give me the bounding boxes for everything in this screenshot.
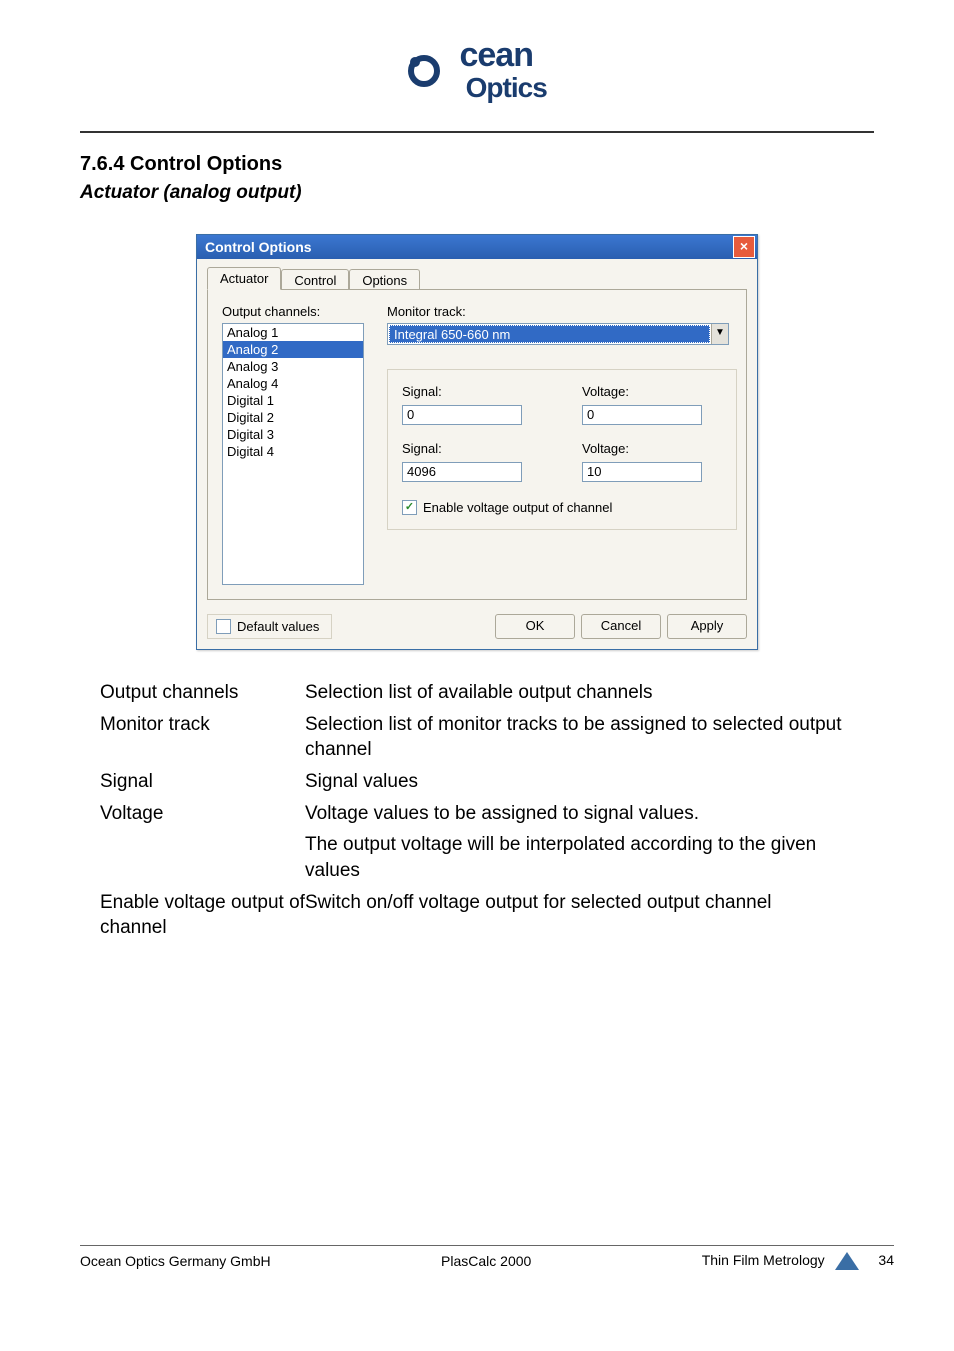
footer-center: PlasCalc 2000 [441,1253,531,1269]
desc-term: Voltage [100,801,305,827]
page-footer: Ocean Optics Germany GmbH PlasCalc 2000 … [80,1245,894,1270]
section-subtitle: Actuator (analog output) [80,182,874,204]
desc-def: Voltage values to be assigned to signal … [305,801,854,827]
brand-logo: cean Optics [80,40,874,101]
desc-def: Selection list of monitor tracks to be a… [305,712,854,763]
footer-right: Thin Film Metrology [702,1252,825,1268]
desc-term [100,832,305,883]
tab-actuator[interactable]: Actuator [207,267,281,290]
list-item[interactable]: Analog 2 [223,341,363,358]
signal1-input[interactable]: 0 [402,405,522,425]
logo-text-bottom: Optics [466,72,547,103]
section-heading: 7.6.4 Control Options [80,153,874,176]
list-item[interactable]: Digital 1 [223,392,363,409]
close-icon[interactable]: × [733,236,755,258]
list-item[interactable]: Digital 3 [223,426,363,443]
default-values-checkbox[interactable] [216,619,231,634]
chevron-down-icon[interactable]: ▼ [711,324,728,344]
signal2-label: Signal: [402,441,522,456]
ok-button[interactable]: OK [495,614,575,639]
list-item[interactable]: Digital 4 [223,443,363,460]
apply-button[interactable]: Apply [667,614,747,639]
desc-def: Switch on/off voltage output for selecte… [305,890,854,941]
list-item[interactable]: Analog 3 [223,358,363,375]
description-table: Output channelsSelection list of availab… [100,680,854,941]
logo-text-top: cean [459,36,533,74]
voltage1-label: Voltage: [582,384,702,399]
desc-def: The output voltage will be interpolated … [305,832,854,883]
list-item[interactable]: Analog 1 [223,324,363,341]
desc-def: Selection list of available output chann… [305,680,854,706]
list-item[interactable]: Analog 4 [223,375,363,392]
enable-voltage-checkbox[interactable]: ✓ [402,500,417,515]
cancel-button[interactable]: Cancel [581,614,661,639]
monitor-track-dropdown[interactable]: Integral 650-660 nm ▼ [387,323,729,345]
control-options-dialog: Control Options × Actuator Control Optio… [196,234,758,650]
footer-left: Ocean Optics Germany GmbH [80,1253,271,1269]
enable-voltage-label: Enable voltage output of channel [423,500,612,515]
signal1-label: Signal: [402,384,522,399]
footer-logo-icon [835,1252,859,1270]
voltage2-label: Voltage: [582,441,702,456]
signal2-input[interactable]: 4096 [402,462,522,482]
desc-term: Enable voltage output of channel [100,890,305,941]
dialog-title: Control Options [205,239,312,255]
desc-term: Output channels [100,680,305,706]
tab-strip: Actuator Control Options [207,267,747,290]
tab-panel-actuator: Output channels: Analog 1Analog 2Analog … [207,289,747,600]
desc-def: Signal values [305,769,854,795]
voltage2-input[interactable]: 10 [582,462,702,482]
default-values-group: Default values [207,614,332,639]
signal-voltage-group: Signal: Voltage: 0 0 Signal: Voltage: [387,369,737,530]
divider [80,131,874,133]
desc-term: Monitor track [100,712,305,763]
output-channels-label: Output channels: [222,304,367,319]
monitor-track-label: Monitor track: [387,304,737,319]
page-number: 34 [878,1252,894,1268]
footer-right-wrap: Thin Film Metrology 34 [702,1252,894,1270]
list-item[interactable]: Digital 2 [223,409,363,426]
voltage1-input[interactable]: 0 [582,405,702,425]
desc-term: Signal [100,769,305,795]
default-values-label: Default values [237,619,319,634]
monitor-track-value: Integral 650-660 nm [389,325,710,343]
dialog-titlebar: Control Options × [197,235,757,259]
output-channels-listbox[interactable]: Analog 1Analog 2Analog 3Analog 4Digital … [222,323,364,585]
